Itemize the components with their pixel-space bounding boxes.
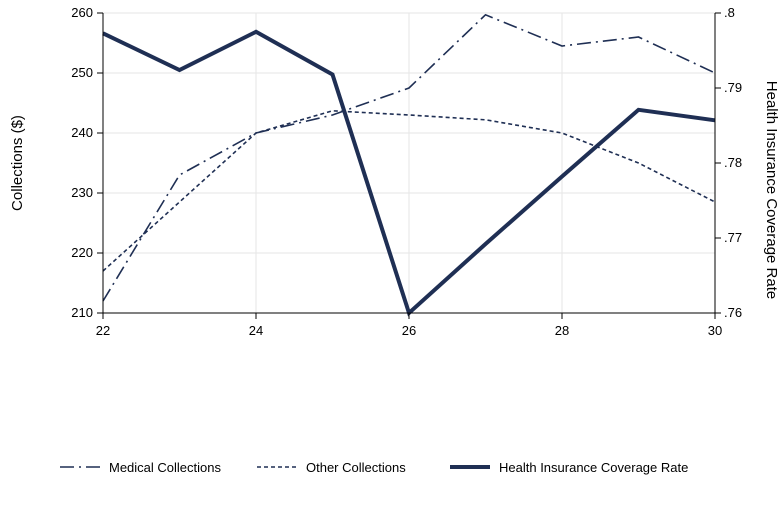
legend-label: Health Insurance Coverage Rate <box>499 460 688 475</box>
x-tick-label: 24 <box>249 323 263 338</box>
gridlines <box>102 12 716 314</box>
legend: Medical Collections Other Collections Heal… <box>60 460 688 475</box>
x-tick-label: 30 <box>708 323 722 338</box>
y-axis-left-title: Collections ($) <box>9 115 26 211</box>
series-line-medical-collections <box>102 13 716 302</box>
y-axis-right-title: Health Insurance Coverage Rate <box>763 81 780 299</box>
y-right-tick-label: .79 <box>724 80 742 95</box>
legend-label: Other Collections <box>306 460 406 475</box>
axes: 210 220 230 240 250 260 .76 .77 .78 .79 .8 22 24 26 28… <box>71 5 742 338</box>
y-right-tick-label: .77 <box>724 230 742 245</box>
y-right-tick-label: .8 <box>724 5 735 20</box>
y-right-tick-label: .78 <box>724 155 742 170</box>
x-tick-label: 28 <box>555 323 569 338</box>
legend-label: Medical Collections <box>109 460 221 475</box>
y-right-tick-label: .76 <box>724 305 742 320</box>
x-tick-label: 22 <box>96 323 110 338</box>
x-tick-label: 26 <box>402 323 416 338</box>
y-left-tick-label: 210 <box>71 305 93 320</box>
y-left-tick-label: 250 <box>71 65 93 80</box>
y-left-tick-label: 260 <box>71 5 93 20</box>
y-left-tick-label: 220 <box>71 245 93 260</box>
y-left-tick-label: 240 <box>71 125 93 140</box>
y-left-tick-label: 230 <box>71 185 93 200</box>
